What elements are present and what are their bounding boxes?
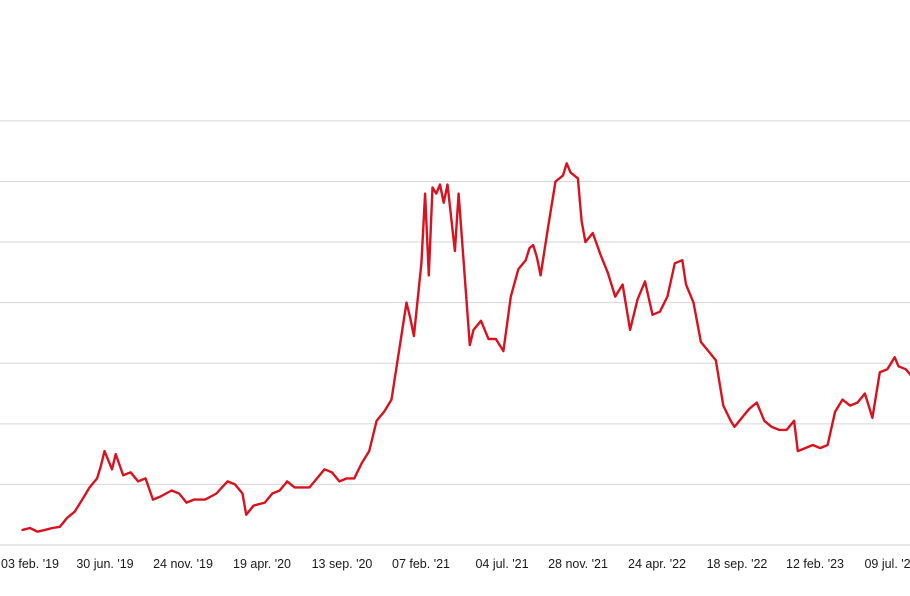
x-tick-label: 04 jul. '21 (475, 557, 528, 571)
x-tick-label: 24 apr. '22 (628, 557, 686, 571)
x-tick-label: 03 feb. '19 (1, 557, 59, 571)
x-tick-label: 07 feb. '21 (392, 557, 450, 571)
x-tick-label: 19 apr. '20 (233, 557, 291, 571)
x-tick-label: 13 sep. '20 (312, 557, 373, 571)
x-axis-tick-labels: 03 feb. '19 30 jun. '19 24 nov. '19 19 apr.… (1, 557, 910, 571)
x-tick-label: 12 feb. '23 (786, 557, 844, 571)
x-tick-label: 30 jun. '19 (76, 557, 133, 571)
chart-grid (0, 120, 910, 485)
x-tick-label: 28 nov. '21 (548, 557, 608, 571)
x-tick-label: 18 sep. '22 (707, 557, 768, 571)
price-series-line (21, 162, 910, 533)
x-tick-label: 24 nov. '19 (153, 557, 213, 571)
x-tick-label: 09 jul. '23 (864, 557, 910, 571)
